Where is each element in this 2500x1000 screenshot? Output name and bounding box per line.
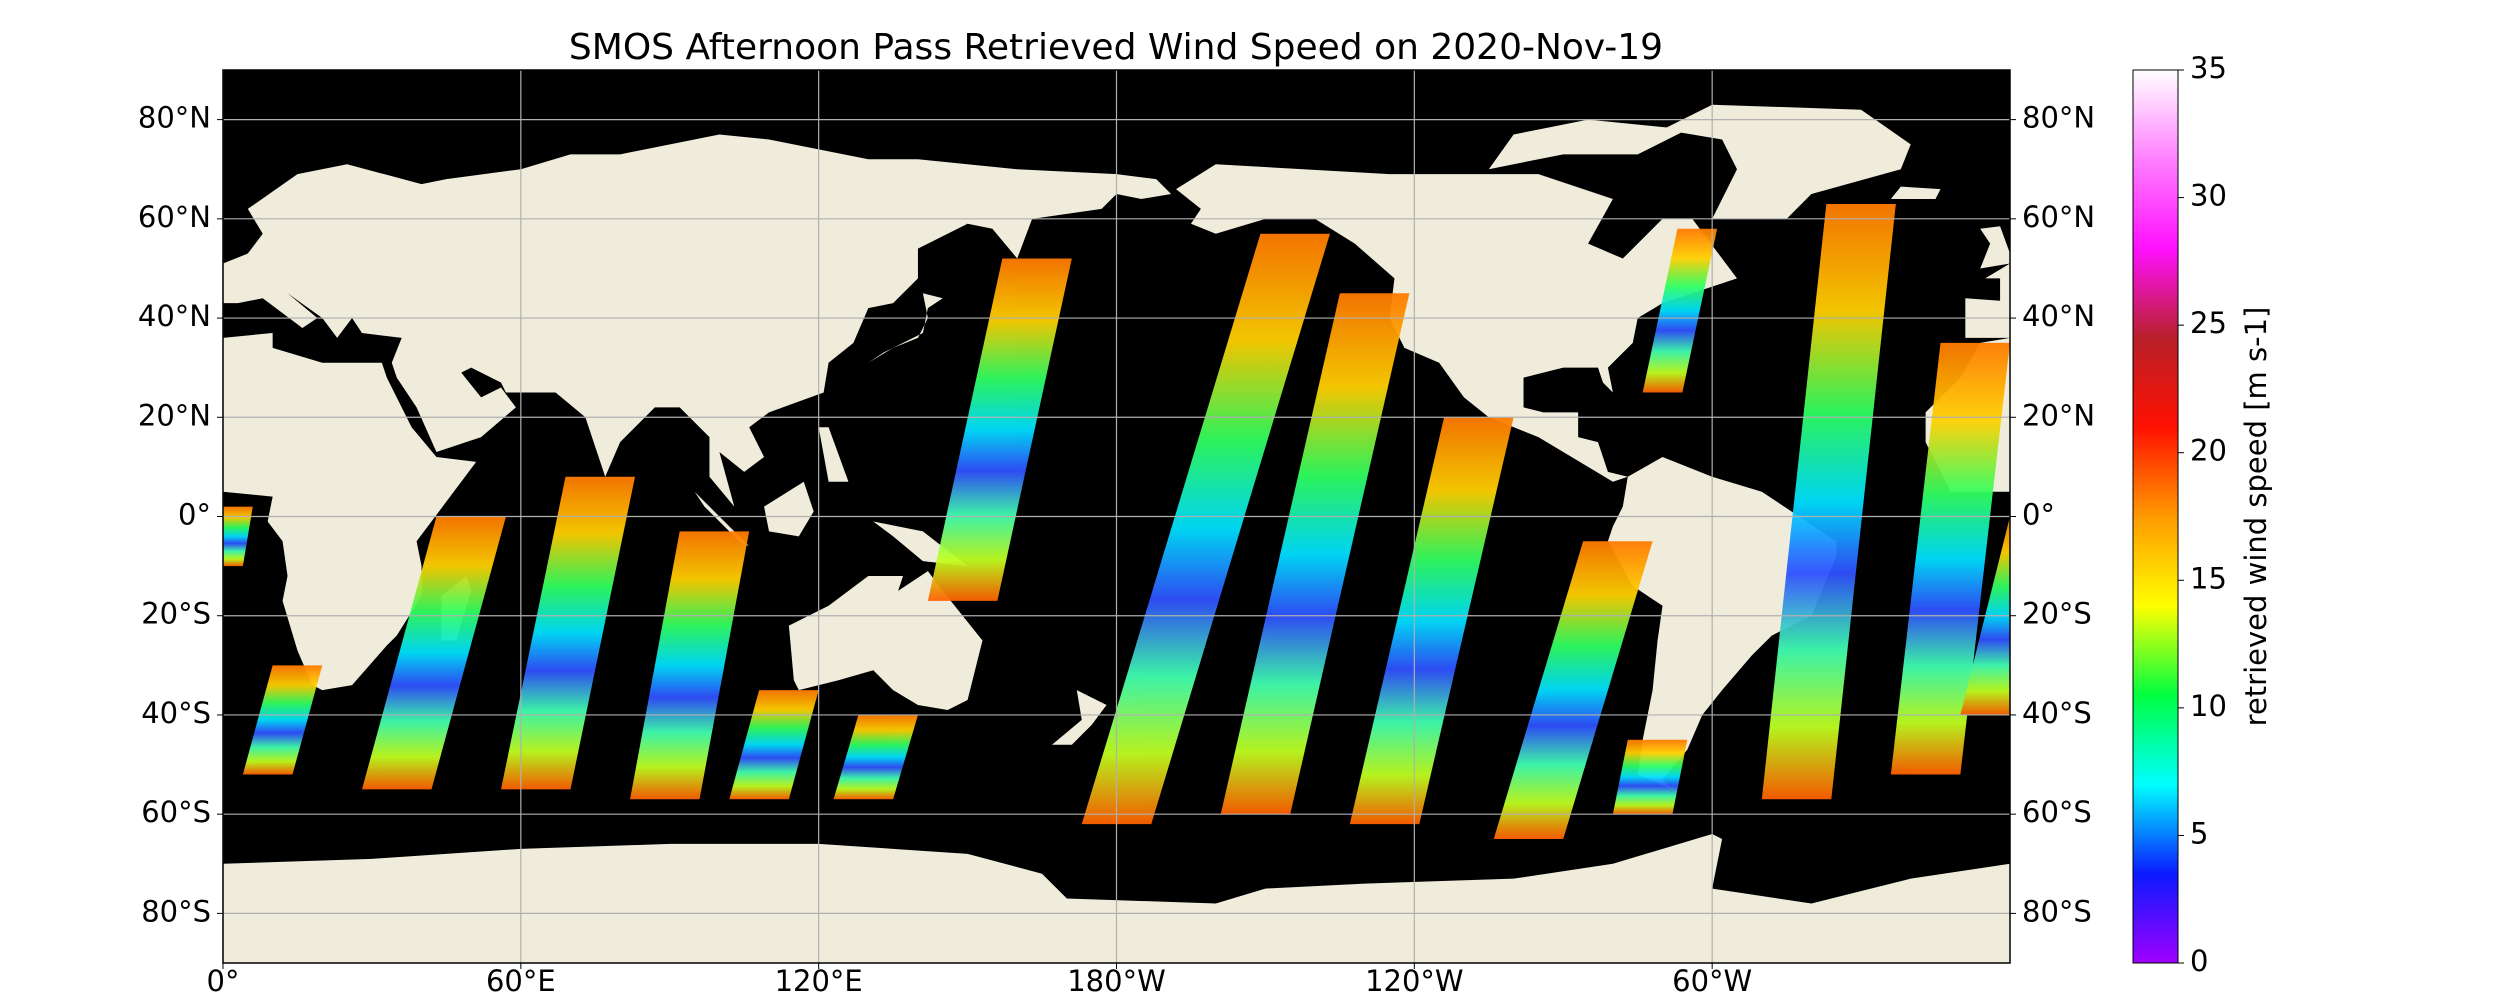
colorbar-tick-label: 5 [2190, 816, 2208, 850]
y-tick-label: 60°S [141, 795, 211, 829]
y-tick-label-right: 40°S [2022, 696, 2092, 730]
swath [1761, 203, 1896, 800]
swath [223, 506, 253, 567]
colorbar-tick-label: 0 [2190, 944, 2208, 978]
y-tick-label-right: 60°S [2022, 795, 2092, 829]
colorbar-tick-label: 25 [2190, 306, 2227, 340]
swath [1220, 293, 1410, 815]
x-tick-label: 120°E [775, 964, 863, 998]
y-tick-label-right: 80°S [2022, 894, 2092, 928]
x-tick-label: 60°W [1672, 964, 1752, 998]
y-tick-label-right: 60°N [2022, 200, 2095, 234]
y-tick-label-right: 80°N [2022, 101, 2095, 135]
colorbar [2133, 70, 2178, 963]
colorbar-tick-label: 35 [2190, 51, 2227, 85]
x-tick-label: 60°E [486, 964, 556, 998]
swath [833, 714, 918, 800]
geo-layer [223, 104, 2010, 963]
y-tick-label: 20°N [138, 398, 211, 432]
swath [242, 665, 323, 775]
y-tick-label: 80°S [141, 894, 211, 928]
swath [361, 516, 506, 790]
y-tick-label-right: 20°N [2022, 398, 2095, 432]
swath [1612, 739, 1688, 815]
swath [927, 258, 1072, 601]
y-tick-label-right: 0° [2022, 498, 2055, 532]
new-zealand [1051, 690, 1107, 745]
antarctica [223, 834, 2010, 963]
y-tick-label-right: 40°N [2022, 299, 2095, 333]
swath [1081, 233, 1330, 825]
eurasia [223, 134, 1117, 507]
chukotka [1116, 174, 1172, 199]
colorbar-tick-label: 15 [2190, 561, 2227, 595]
swath [500, 476, 636, 790]
philippines [818, 427, 849, 482]
africa [223, 332, 477, 691]
arctic-islands [1488, 119, 1688, 170]
greenland [1662, 104, 1911, 219]
y-tick-label: 60°N [138, 200, 211, 234]
australia [788, 571, 983, 710]
x-tick-label: 0° [207, 964, 240, 998]
y-tick-label: 40°N [138, 299, 211, 333]
y-tick-label: 0° [178, 498, 211, 532]
x-tick-label: 180°W [1067, 964, 1166, 998]
borneo [764, 481, 814, 537]
swath [1642, 228, 1718, 393]
map-frame [222, 69, 2011, 964]
y-tick-label: 80°N [138, 101, 211, 135]
y-tick-label-right: 20°S [2022, 597, 2092, 631]
north-america [1176, 164, 1737, 482]
colorbar-tick-label: 20 [2190, 434, 2227, 468]
swaths [223, 203, 2010, 839]
x-tick-label: 120°W [1365, 964, 1464, 998]
iceland [1890, 186, 1941, 199]
colorbar-label: retrieved wind speed [m s-1] [2239, 307, 2273, 727]
y-tick-label: 40°S [141, 696, 211, 730]
iberia [1965, 263, 2010, 338]
south-america [1607, 456, 1837, 790]
map-layers [223, 104, 2010, 963]
britain [1980, 226, 2010, 269]
colorbar-tick-label: 10 [2190, 689, 2227, 723]
colorbar-frame [2132, 69, 2179, 964]
chart-title: SMOS Afternoon Pass Retrieved Wind Speed… [569, 27, 1663, 68]
swath [1890, 342, 2010, 775]
y-tick-label: 20°S [141, 597, 211, 631]
swath [1349, 417, 1514, 825]
swath [630, 531, 750, 800]
colorbar-tick-label: 30 [2190, 179, 2227, 213]
japan [868, 293, 943, 363]
